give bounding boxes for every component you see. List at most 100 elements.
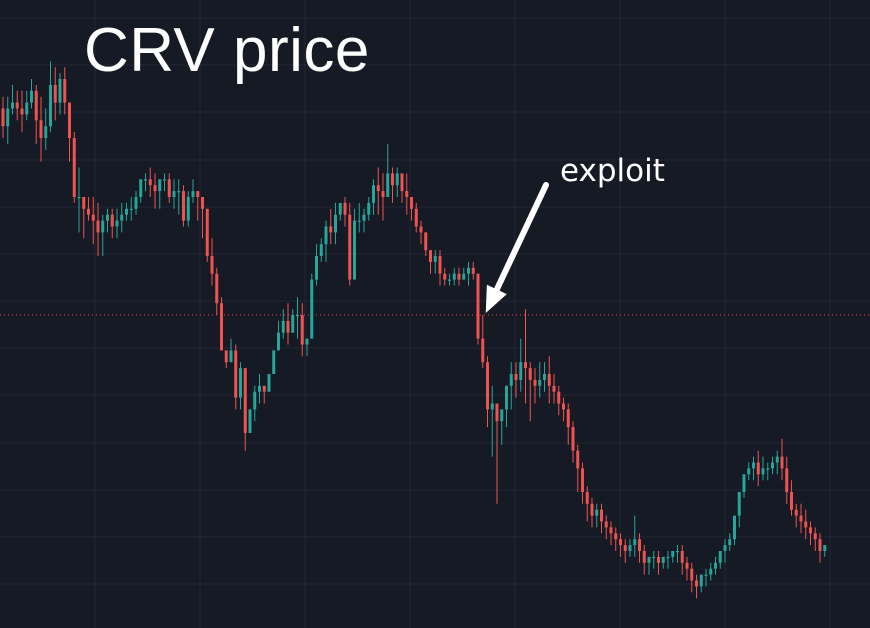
candle-body — [671, 551, 675, 557]
candle-body — [742, 474, 746, 492]
candle — [153, 173, 157, 209]
candle-body — [414, 208, 418, 227]
candle-body — [771, 462, 774, 469]
candle — [400, 173, 404, 203]
candle-body — [804, 521, 808, 528]
candle — [281, 309, 285, 339]
candle-body — [471, 267, 475, 274]
candle-body — [319, 244, 323, 256]
candle — [761, 456, 765, 481]
candle — [695, 574, 698, 599]
candle-body — [163, 179, 166, 181]
candle-body — [262, 385, 266, 392]
candle-body — [300, 315, 304, 345]
candle-body — [571, 427, 575, 451]
candle-body — [685, 562, 689, 569]
candle-body — [315, 256, 318, 280]
candle — [414, 202, 418, 233]
candle-body — [576, 450, 580, 469]
candle — [362, 208, 366, 233]
candle — [690, 562, 694, 593]
candle-body — [376, 185, 380, 192]
candle — [87, 197, 90, 221]
candle — [467, 261, 470, 286]
candle — [676, 545, 679, 563]
candle — [790, 480, 793, 516]
candle-body — [234, 350, 238, 398]
candle-body — [775, 456, 779, 463]
candle — [158, 179, 162, 209]
candle — [642, 545, 646, 575]
candle-body — [139, 179, 143, 197]
candle-body — [676, 551, 679, 553]
candle-body — [457, 273, 461, 280]
candle-body — [699, 574, 703, 587]
candle-body — [20, 108, 24, 115]
candle — [1, 96, 5, 138]
candle — [120, 202, 124, 233]
candle — [186, 191, 190, 227]
candle — [680, 545, 684, 575]
candle-body — [809, 527, 812, 534]
candle-body — [1, 108, 5, 127]
candle-body — [467, 267, 470, 274]
candle — [500, 409, 504, 445]
candle-body — [215, 273, 219, 304]
candle — [234, 344, 238, 410]
candle — [91, 197, 95, 245]
candle-body — [505, 385, 508, 410]
candle — [296, 297, 299, 339]
candle-body — [291, 315, 295, 333]
candle — [148, 167, 152, 197]
candle-body — [680, 551, 684, 563]
candle-body — [433, 256, 437, 262]
candle — [6, 96, 10, 144]
candle-body — [785, 468, 789, 492]
candle — [182, 185, 185, 227]
candle-body — [30, 90, 33, 103]
candle — [823, 545, 827, 557]
candle — [666, 551, 670, 569]
candle — [609, 521, 613, 546]
candle — [452, 267, 456, 286]
candle — [134, 191, 138, 215]
candle — [106, 208, 109, 233]
candle — [818, 533, 822, 563]
candle-body — [652, 556, 656, 559]
candle — [709, 562, 713, 581]
candle-body — [372, 185, 375, 203]
candle — [11, 84, 14, 115]
candle — [481, 315, 485, 369]
candle — [623, 539, 627, 563]
candle — [144, 173, 147, 192]
candle-body — [419, 226, 423, 233]
candle-body — [566, 409, 570, 428]
candle-body — [543, 374, 546, 380]
candles — [1, 61, 827, 599]
candle — [728, 533, 732, 551]
candle — [661, 556, 665, 569]
candle — [685, 556, 689, 581]
candle — [248, 409, 252, 433]
candle — [277, 320, 280, 351]
candle-body — [690, 568, 694, 581]
candle — [39, 96, 43, 162]
candle — [129, 197, 133, 221]
candle — [433, 250, 437, 274]
candle-body — [519, 362, 523, 380]
candle-body — [286, 320, 290, 333]
candle-body — [239, 368, 242, 398]
candle — [239, 362, 242, 410]
chart-title: CRV price — [84, 16, 370, 85]
candle — [30, 79, 33, 109]
candle-body — [528, 368, 532, 380]
candle — [15, 90, 19, 121]
candle-body — [581, 468, 584, 492]
candle — [766, 462, 770, 481]
candle-body — [324, 226, 328, 245]
candle-body — [39, 120, 43, 138]
candle-body — [557, 391, 561, 404]
candle — [196, 191, 200, 221]
candle-body — [82, 197, 86, 209]
